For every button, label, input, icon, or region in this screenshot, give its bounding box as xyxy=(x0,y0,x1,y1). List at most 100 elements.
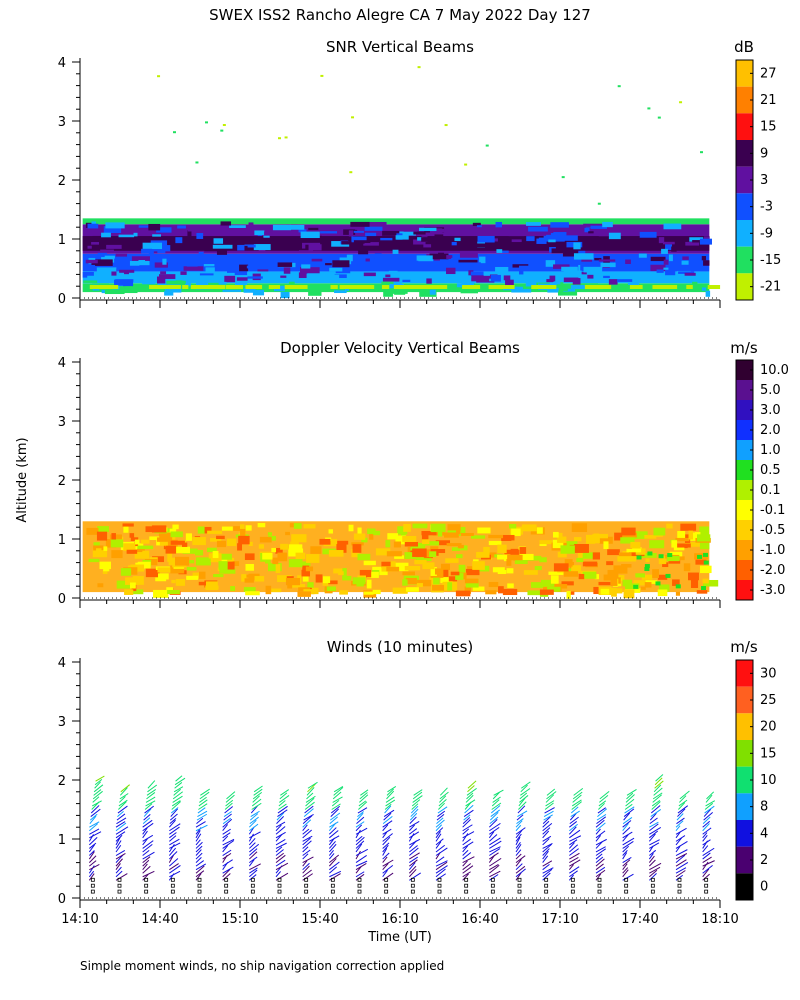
snr-cell xyxy=(226,266,236,273)
wind-barb xyxy=(515,827,526,835)
doppler-cell xyxy=(598,581,611,586)
wind-barb xyxy=(542,855,549,863)
snr-cell xyxy=(402,279,411,283)
calm-marker xyxy=(330,889,335,894)
wind-barb xyxy=(435,861,448,871)
snr-cell xyxy=(119,269,135,273)
colorbar-segment xyxy=(736,793,753,820)
doppler-cell xyxy=(703,560,709,565)
wind-barb xyxy=(88,855,97,863)
snr-cell xyxy=(598,285,612,290)
snr-cell xyxy=(394,285,405,290)
doppler-cell xyxy=(157,567,171,573)
wind-barb xyxy=(702,856,712,864)
snr-speck xyxy=(284,136,288,139)
wind-barb xyxy=(515,865,526,874)
wind-barb xyxy=(249,813,259,821)
snr-cell xyxy=(459,251,478,258)
wind-barb xyxy=(489,812,499,821)
wind-barb xyxy=(569,839,578,846)
doppler-cell xyxy=(319,538,331,545)
calm-marker xyxy=(437,877,442,882)
calm-marker xyxy=(117,889,122,894)
wind-barb xyxy=(222,817,232,825)
snr-cell xyxy=(91,285,108,290)
snr-speck xyxy=(157,75,161,78)
calm-marker xyxy=(704,889,709,894)
wind-barb xyxy=(222,845,229,853)
doppler-cell xyxy=(464,578,479,584)
wind-barb xyxy=(169,817,177,825)
doppler-cell xyxy=(421,534,429,541)
wind-barb xyxy=(515,859,522,867)
snr-layer--3 xyxy=(82,253,710,272)
wind-barb xyxy=(435,841,442,849)
doppler-cell xyxy=(336,544,347,553)
wind-barb xyxy=(409,838,421,846)
doppler-cell xyxy=(302,576,309,582)
snr-cell xyxy=(399,231,416,236)
doppler-cell xyxy=(554,584,568,589)
doppler-cell xyxy=(315,574,323,583)
wind-barb xyxy=(249,869,258,878)
wind-barb xyxy=(411,799,421,807)
wind-barb xyxy=(385,796,395,803)
doppler-cell xyxy=(363,591,374,595)
wind-barb xyxy=(412,795,423,803)
colorbar-segment xyxy=(736,273,753,300)
doppler-cell xyxy=(540,579,555,587)
snr-cell xyxy=(650,256,666,262)
doppler-cell xyxy=(111,550,123,559)
snr-cell xyxy=(335,266,351,274)
snr-cell xyxy=(234,281,248,286)
panel-title-winds: Winds (10 minutes) xyxy=(327,638,474,656)
y-tick-label: 3 xyxy=(58,115,66,130)
snr-cell xyxy=(561,235,578,241)
wind-barb xyxy=(435,830,441,839)
wind-barb xyxy=(437,806,448,814)
colorbar-segment xyxy=(736,740,753,767)
doppler-cell xyxy=(701,586,707,591)
snr-cell xyxy=(419,289,434,292)
doppler-cell xyxy=(342,568,347,576)
wind-barb xyxy=(169,823,181,832)
wind-barb xyxy=(195,833,202,842)
snr-cell xyxy=(658,245,665,249)
doppler-cell xyxy=(202,526,212,534)
snr-cell xyxy=(546,234,565,242)
snr-cell xyxy=(264,231,270,238)
colorbar-label: 2 xyxy=(760,853,768,868)
wind-barb xyxy=(569,866,580,874)
snr-cell xyxy=(401,285,420,290)
colorbar-label: 21 xyxy=(760,93,777,108)
doppler-cell xyxy=(547,586,561,592)
doppler-cell xyxy=(372,566,388,576)
snr-cell xyxy=(105,222,125,229)
doppler-cell xyxy=(640,586,646,590)
doppler-cell xyxy=(514,558,528,565)
wind-barb xyxy=(410,808,419,817)
wind-barb xyxy=(307,781,318,789)
wind-barb xyxy=(568,874,574,881)
wind-barb xyxy=(195,860,205,867)
doppler-cell xyxy=(387,533,399,540)
wind-barb xyxy=(435,868,446,878)
doppler-cell xyxy=(220,557,228,563)
doppler-cell xyxy=(351,542,364,546)
doppler-cell xyxy=(625,583,640,590)
snr-cell xyxy=(277,262,293,267)
wind-barb xyxy=(675,845,681,853)
doppler-cell xyxy=(268,535,276,541)
colorbar-label: -3 xyxy=(760,200,773,215)
snr-cell xyxy=(268,285,281,290)
snr-cell xyxy=(284,237,301,244)
doppler-cell xyxy=(280,543,289,550)
doppler-cell xyxy=(564,559,573,567)
snr-cell xyxy=(368,221,387,227)
wind-barb xyxy=(596,814,607,821)
wind-barb xyxy=(675,825,681,832)
wind-barb xyxy=(648,855,655,863)
snr-cell xyxy=(236,277,248,281)
wind-barb xyxy=(705,800,716,807)
wind-barb xyxy=(146,792,156,800)
